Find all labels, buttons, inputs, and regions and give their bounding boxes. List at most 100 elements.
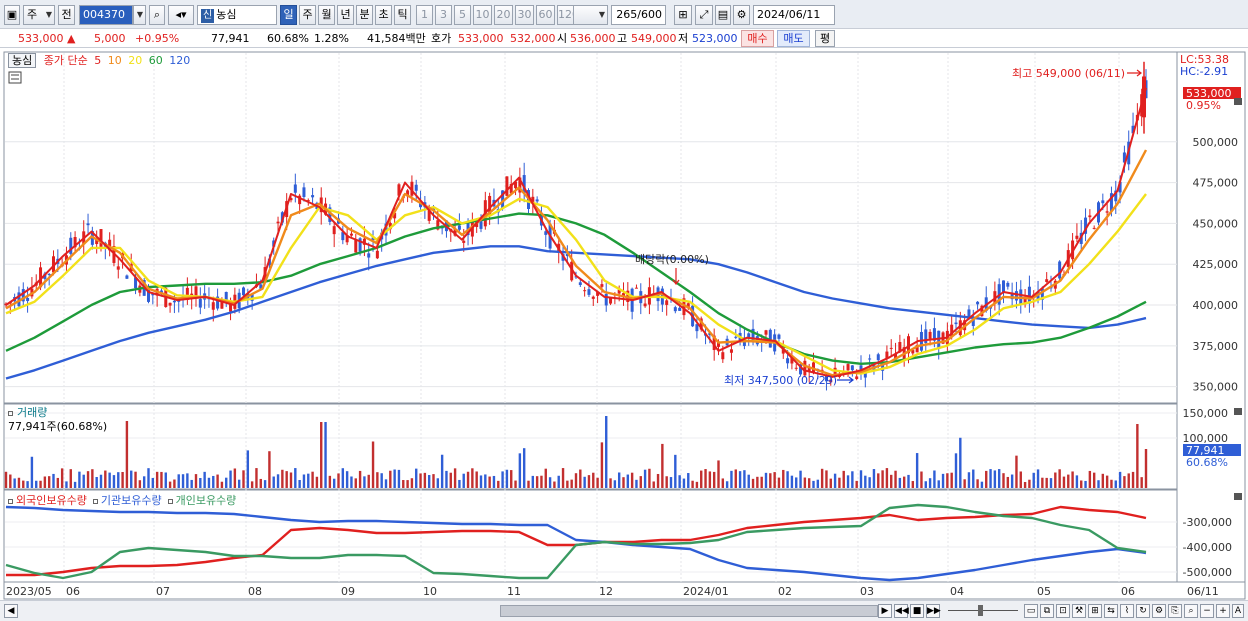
- stock-code-input[interactable]: 004370: [79, 5, 133, 25]
- volume-bar: [665, 476, 668, 488]
- ma-legend-20[interactable]: 20: [124, 54, 143, 67]
- prev-button[interactable]: 전: [58, 5, 75, 25]
- indicator-icon[interactable]: ⊞: [674, 5, 692, 25]
- volume-bar: [328, 475, 332, 488]
- volume-panel-close-icon[interactable]: [1234, 408, 1242, 415]
- stock-name-tag[interactable]: 농심: [8, 53, 37, 68]
- scroll-right-icon[interactable]: ▶: [878, 604, 892, 618]
- split-icon[interactable]: ⧉: [1040, 604, 1054, 618]
- holdings-legend-2[interactable]: 개인보유수량: [175, 494, 237, 507]
- candle-body: [971, 316, 975, 327]
- scroll-left-icon[interactable]: ◀: [4, 604, 18, 618]
- volume-bar: [173, 479, 176, 488]
- interval-button-30[interactable]: 30: [515, 5, 534, 25]
- volume-bar: [855, 480, 858, 488]
- refresh-icon[interactable]: ↻: [1136, 604, 1150, 618]
- sell-button[interactable]: 매도: [777, 30, 810, 47]
- rewind-icon[interactable]: ◀◀: [894, 604, 909, 618]
- tool-icon[interactable]: ⚒: [1072, 604, 1086, 618]
- price-y-tick: 350,000: [1193, 381, 1239, 394]
- window-icon[interactable]: ▭: [1024, 604, 1038, 618]
- sound-icon[interactable]: ◂▾: [168, 5, 194, 25]
- volume-bar: [928, 478, 932, 488]
- interval-button-60[interactable]: 60: [536, 5, 555, 25]
- volume-bar: [600, 442, 604, 488]
- tab-0[interactable]: 일: [280, 5, 297, 25]
- interval-button-10[interactable]: 10: [473, 5, 492, 25]
- interval-button-3[interactable]: 3: [435, 5, 452, 25]
- price-panel-close-icon[interactable]: [1234, 98, 1242, 105]
- interval-button-20[interactable]: 20: [494, 5, 513, 25]
- candle-body: [172, 300, 176, 303]
- compare-icon[interactable]: ⇆: [1104, 604, 1118, 618]
- candle-body: [410, 181, 414, 196]
- tab-5[interactable]: 초: [375, 5, 392, 25]
- code-dropdown-button[interactable]: ▼: [133, 5, 146, 25]
- high-arrow-icon: [1127, 69, 1142, 77]
- ma-legend-120[interactable]: 120: [165, 54, 191, 67]
- chart-scrollbar[interactable]: ◀ ▶ ◀◀ ■ ▶▶ ▭ ⧉ ⊡ ⚒ ⊞ ⇆ ⌇ ↻ ⚙ ⎘ ⌕ − + A: [0, 600, 1248, 621]
- volume-bar: [540, 475, 543, 488]
- period-dropdown[interactable]: 주 ▼: [23, 5, 55, 25]
- date-field[interactable]: 2024/06/11: [753, 5, 835, 25]
- drawing-tool-icon[interactable]: ⤢: [695, 5, 713, 25]
- interval-button-1[interactable]: 1: [416, 5, 433, 25]
- tab-2[interactable]: 월: [318, 5, 335, 25]
- interval-button-5[interactable]: 5: [454, 5, 471, 25]
- chart-area[interactable]: 500,000 475,000 450,000 425,000 400,000 375,0…: [0, 49, 1248, 621]
- volume-title[interactable]: 거래량: [17, 406, 48, 419]
- zoom-slider-handle[interactable]: [978, 605, 983, 616]
- tab-3[interactable]: 년: [337, 5, 354, 25]
- volume-bar: [86, 471, 90, 488]
- volume-bar: [311, 471, 314, 488]
- search-icon[interactable]: ⌕: [149, 5, 165, 25]
- candle-body: [734, 336, 738, 338]
- candle-body: [850, 365, 854, 371]
- stop-icon[interactable]: ■: [910, 604, 924, 618]
- buy-button[interactable]: 매수: [741, 30, 774, 47]
- zoom-out-icon[interactable]: −: [1200, 604, 1214, 618]
- ma-label[interactable]: 종가 단순: [43, 54, 88, 67]
- holdings-legend-0[interactable]: 외국인보유수량: [16, 494, 87, 507]
- scroll-thumb[interactable]: [500, 605, 878, 617]
- price-chart[interactable]: 500,000 475,000 450,000 425,000 400,000 375,0…: [0, 49, 1248, 600]
- volume-bar: [376, 472, 379, 488]
- holdings-panel-close-icon[interactable]: [1234, 493, 1242, 500]
- holdings-legend-1[interactable]: 기관보유수량: [100, 494, 162, 507]
- volume-bar: [363, 476, 366, 488]
- zoom-in-icon[interactable]: +: [1216, 604, 1230, 618]
- candle-body: [393, 212, 397, 219]
- tab-4[interactable]: 분: [356, 5, 373, 25]
- layout-icon[interactable]: ⊡: [1056, 604, 1070, 618]
- layout-icon[interactable]: ▣: [4, 5, 20, 25]
- copy-icon[interactable]: ⎘: [1168, 604, 1182, 618]
- gear-icon[interactable]: ⚙: [733, 5, 750, 25]
- stock-name-field[interactable]: 신 농심: [197, 5, 277, 25]
- volume-bar: [1049, 478, 1053, 488]
- volume-bar: [246, 450, 250, 488]
- ma-legend-60[interactable]: 60: [145, 54, 163, 67]
- volume-bar: [324, 422, 327, 488]
- ma-legend-10[interactable]: 10: [104, 54, 122, 67]
- volume-bar: [946, 473, 949, 488]
- tab-1[interactable]: 주: [299, 5, 316, 25]
- volume-bar: [302, 474, 306, 488]
- tab-6[interactable]: 틱: [394, 5, 411, 25]
- save-icon[interactable]: ▤: [715, 5, 731, 25]
- font-size-icon[interactable]: A: [1232, 604, 1244, 618]
- volume-bar: [756, 476, 759, 488]
- chart-type-icon[interactable]: ⌇: [1120, 604, 1134, 618]
- open-price: 536,000: [570, 32, 616, 45]
- calculator-icon[interactable]: [8, 71, 22, 84]
- grid-icon[interactable]: ⊞: [1088, 604, 1102, 618]
- ma-legend-5[interactable]: 5: [94, 54, 102, 67]
- volume-bar: [587, 475, 591, 488]
- interval-dropdown[interactable]: ▼: [573, 5, 608, 25]
- zoom-slider[interactable]: [948, 610, 1018, 611]
- count-field[interactable]: 265/600: [611, 5, 666, 25]
- candle-body: [937, 330, 941, 350]
- search-icon[interactable]: ⌕: [1184, 604, 1198, 618]
- settings-icon[interactable]: ⚙: [1152, 604, 1166, 618]
- flat-button[interactable]: 평: [815, 30, 835, 47]
- fast-forward-icon[interactable]: ▶▶: [926, 604, 941, 618]
